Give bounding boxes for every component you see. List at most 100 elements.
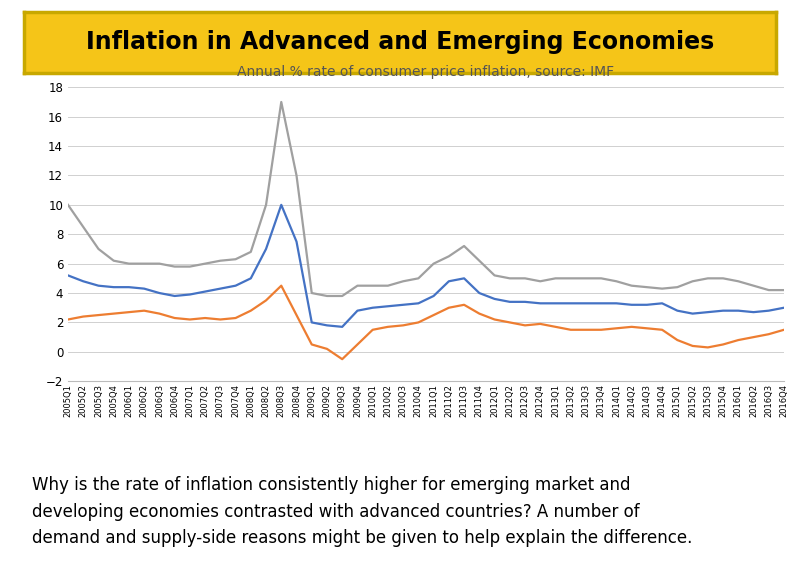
Emerging market and developing economies <box>338 293 347 300</box>
Emerging market and developing economies <box>596 275 606 282</box>
Emerging market and developing economies <box>703 275 713 282</box>
Emerging market and developing economies <box>246 249 256 255</box>
World <box>368 304 378 311</box>
Advanced economies <box>688 342 698 349</box>
Text: Inflation in Advanced and Emerging Economies: Inflation in Advanced and Emerging Econo… <box>86 30 714 54</box>
Advanced economies <box>535 321 545 328</box>
Advanced economies <box>779 327 789 333</box>
World <box>383 303 393 310</box>
World <box>612 300 622 307</box>
Advanced economies <box>322 345 332 352</box>
Line: Emerging market and developing economies: Emerging market and developing economies <box>68 102 784 296</box>
Advanced economies <box>230 314 240 321</box>
Emerging market and developing economies <box>124 260 134 267</box>
Emerging market and developing economies <box>429 260 438 267</box>
Advanced economies <box>338 356 347 363</box>
World <box>262 246 271 253</box>
Emerging market and developing economies <box>459 243 469 250</box>
World <box>414 300 423 307</box>
Emerging market and developing economies <box>764 286 774 293</box>
Emerging market and developing economies <box>277 98 286 105</box>
Advanced economies <box>78 313 88 320</box>
Emerging market and developing economies <box>718 275 728 282</box>
World <box>520 299 530 306</box>
Advanced economies <box>353 341 362 348</box>
Line: Advanced economies: Advanced economies <box>68 286 784 359</box>
Advanced economies <box>703 344 713 351</box>
Advanced economies <box>490 316 499 323</box>
Advanced economies <box>550 324 560 331</box>
World <box>490 296 499 303</box>
Advanced economies <box>200 314 210 321</box>
World <box>109 283 118 290</box>
Emerging market and developing economies <box>78 223 88 230</box>
World <box>581 300 590 307</box>
Advanced economies <box>94 311 103 318</box>
World <box>292 238 302 245</box>
Advanced economies <box>277 282 286 289</box>
Emerging market and developing economies <box>444 253 454 260</box>
Advanced economies <box>581 327 590 333</box>
Emerging market and developing economies <box>94 246 103 253</box>
Emerging market and developing economies <box>398 278 408 285</box>
World <box>338 324 347 331</box>
World <box>566 300 575 307</box>
Advanced economies <box>444 304 454 311</box>
Emerging market and developing economies <box>63 201 73 208</box>
World <box>200 288 210 295</box>
Advanced economies <box>139 307 149 314</box>
Advanced economies <box>459 301 469 308</box>
Emerging market and developing economies <box>322 293 332 300</box>
World <box>673 307 682 314</box>
World <box>353 307 362 314</box>
Emerging market and developing economies <box>535 278 545 285</box>
Emerging market and developing economies <box>353 282 362 289</box>
World <box>550 300 560 307</box>
Advanced economies <box>383 324 393 331</box>
World <box>596 300 606 307</box>
Advanced economies <box>612 325 622 332</box>
Advanced economies <box>673 336 682 343</box>
Advanced economies <box>215 316 225 323</box>
Text: Why is the rate of inflation consistently higher for emerging market and
develop: Why is the rate of inflation consistentl… <box>31 476 692 547</box>
Emerging market and developing economies <box>139 260 149 267</box>
World <box>63 272 73 279</box>
World <box>749 308 758 315</box>
World <box>215 285 225 292</box>
World <box>307 319 317 326</box>
Advanced economies <box>474 310 484 317</box>
Advanced economies <box>368 327 378 333</box>
Emerging market and developing economies <box>658 285 667 292</box>
Advanced economies <box>520 322 530 329</box>
Emerging market and developing economies <box>170 263 179 270</box>
Emerging market and developing economies <box>749 282 758 289</box>
Emerging market and developing economies <box>490 272 499 279</box>
Advanced economies <box>627 324 637 331</box>
Emerging market and developing economies <box>581 275 590 282</box>
Advanced economies <box>124 308 134 315</box>
Advanced economies <box>292 311 302 318</box>
Advanced economies <box>63 316 73 323</box>
Emerging market and developing economies <box>368 282 378 289</box>
World <box>459 275 469 282</box>
Emerging market and developing economies <box>734 278 743 285</box>
Emerging market and developing economies <box>612 278 622 285</box>
World <box>139 285 149 292</box>
Emerging market and developing economies <box>307 290 317 297</box>
World <box>658 300 667 307</box>
World <box>764 307 774 314</box>
Emerging market and developing economies <box>474 257 484 264</box>
Advanced economies <box>398 322 408 329</box>
Emerging market and developing economies <box>230 255 240 262</box>
World <box>474 290 484 297</box>
Advanced economies <box>596 327 606 333</box>
Emerging market and developing economies <box>109 257 118 264</box>
World <box>444 278 454 285</box>
Emerging market and developing economies <box>414 275 423 282</box>
Emerging market and developing economies <box>154 260 164 267</box>
World <box>78 278 88 285</box>
Emerging market and developing economies <box>262 201 271 208</box>
World <box>627 301 637 308</box>
World <box>505 299 514 306</box>
Advanced economies <box>566 327 575 333</box>
